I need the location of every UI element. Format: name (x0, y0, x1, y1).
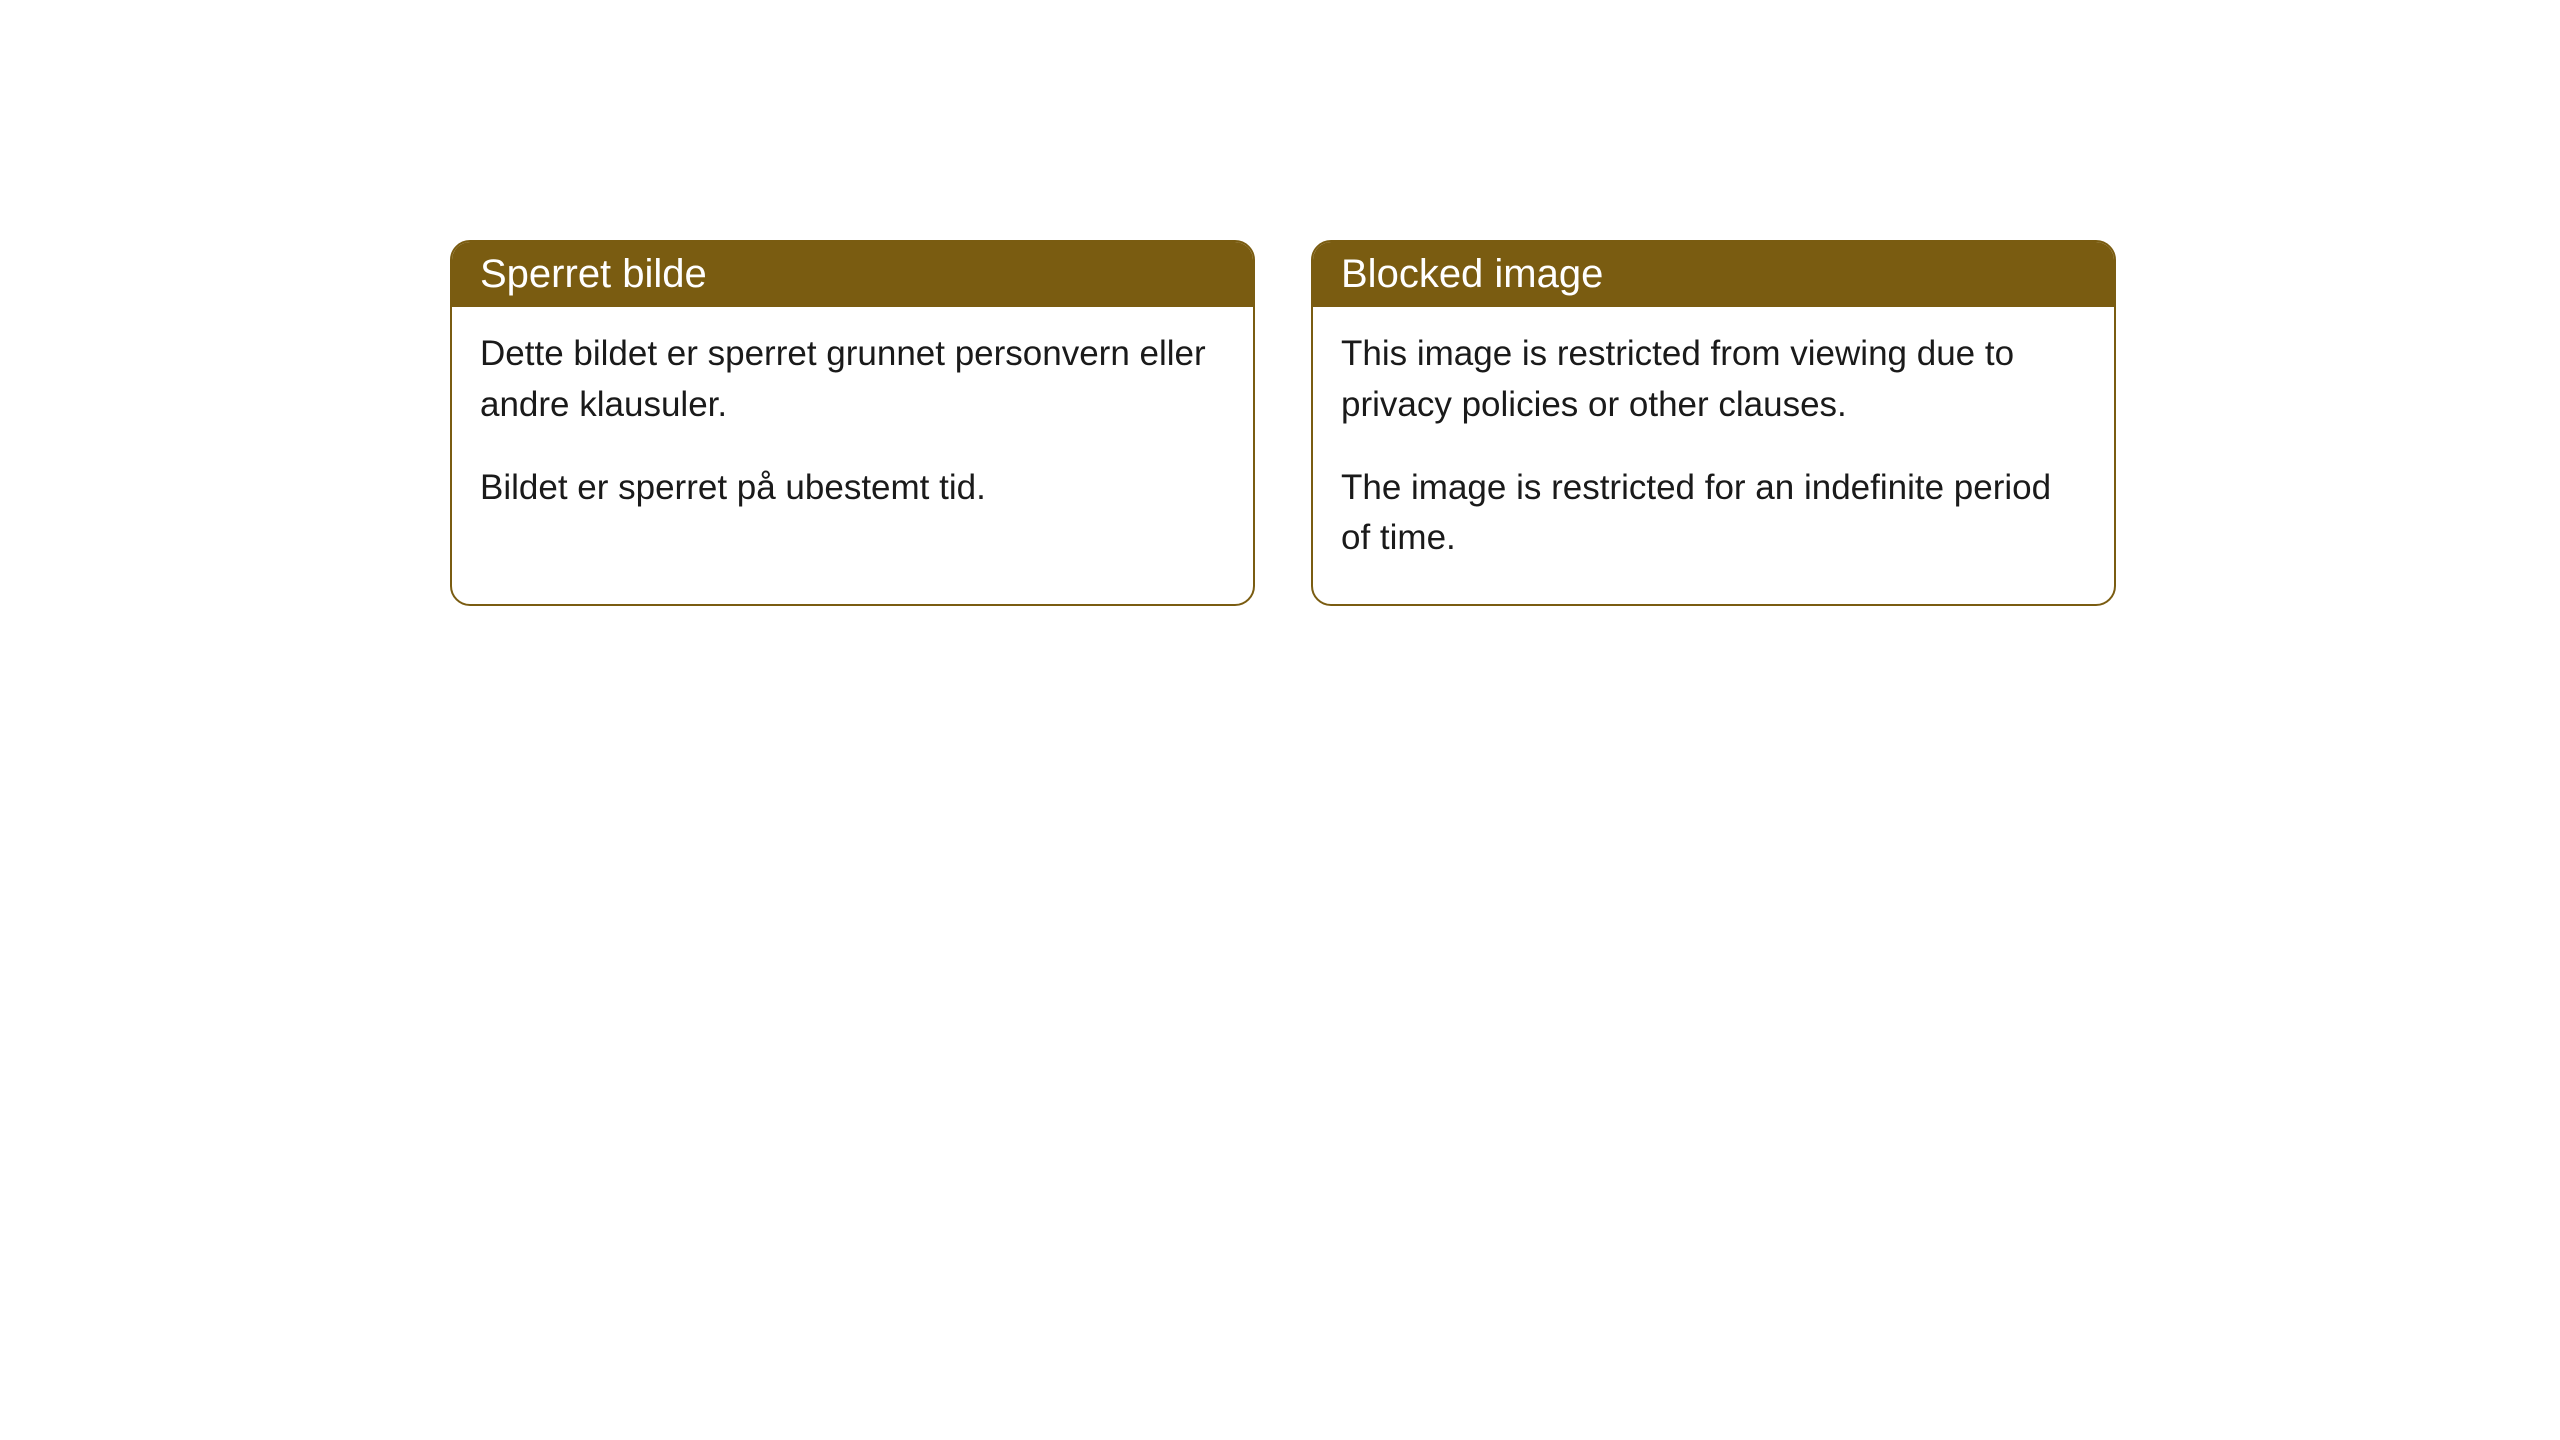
card-paragraph: The image is restricted for an indefinit… (1341, 463, 2086, 565)
card-header-norwegian: Sperret bilde (452, 242, 1253, 307)
card-title: Blocked image (1341, 252, 1603, 296)
blocked-image-card-english: Blocked image This image is restricted f… (1311, 240, 2116, 606)
card-paragraph: Bildet er sperret på ubestemt tid. (480, 463, 1225, 514)
card-title: Sperret bilde (480, 252, 707, 296)
card-body-english: This image is restricted from viewing du… (1313, 307, 2114, 604)
card-header-english: Blocked image (1313, 242, 2114, 307)
notice-container: Sperret bilde Dette bildet er sperret gr… (450, 240, 2116, 606)
card-paragraph: This image is restricted from viewing du… (1341, 329, 2086, 431)
blocked-image-card-norwegian: Sperret bilde Dette bildet er sperret gr… (450, 240, 1255, 606)
card-body-norwegian: Dette bildet er sperret grunnet personve… (452, 307, 1253, 553)
card-paragraph: Dette bildet er sperret grunnet personve… (480, 329, 1225, 431)
